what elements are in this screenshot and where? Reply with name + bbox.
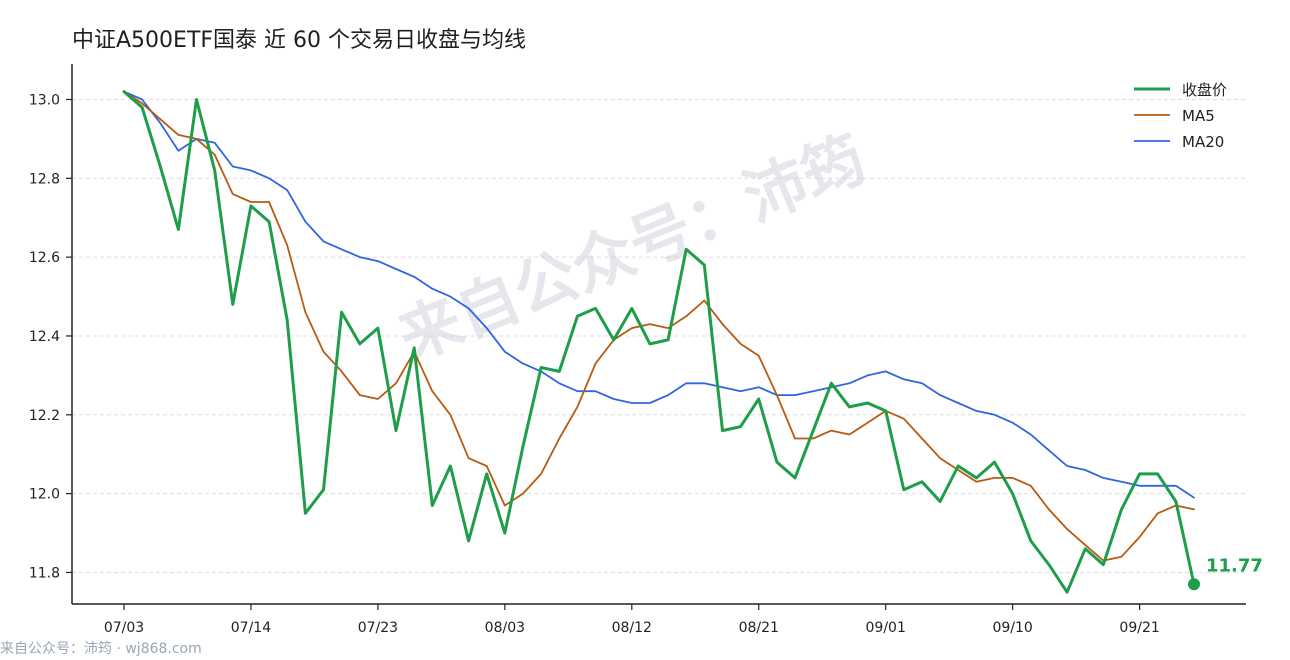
x-tick-label: 07/03 (104, 620, 144, 636)
x-tick-label: 09/21 (1119, 620, 1159, 636)
x-tick-label: 07/14 (231, 620, 271, 636)
y-tick-label: 12.2 (29, 408, 60, 424)
y-tick-label: 12.8 (29, 171, 60, 187)
close-price-line (122, 90, 1196, 594)
ma5-line (123, 90, 1195, 562)
chart-title: 中证A500ETF国泰 近 60 个交易日收盘与均线 (72, 28, 527, 53)
y-tick-label: 12.4 (29, 329, 60, 345)
last-value-label: 11.77 (1206, 555, 1263, 576)
legend-label: 收盘价 (1182, 81, 1227, 99)
legend-label: MA20 (1182, 133, 1224, 151)
last-value-marker (1188, 578, 1200, 591)
y-tick-label: 12.6 (29, 250, 60, 266)
axis-ticks: 11.8 12.0 12.2 12.4 12.6 12.8 13.0 07/03 07/14 07… (29, 92, 1160, 636)
legend-label: MA5 (1182, 107, 1215, 125)
series-lines (122, 90, 1196, 594)
x-tick-label: 09/01 (866, 620, 906, 636)
x-tick-label: 07/23 (358, 620, 398, 636)
x-tick-label: 09/10 (992, 620, 1032, 636)
x-tick-label: 08/03 (485, 620, 525, 636)
legend: 收盘价 MA5 MA20 (1134, 81, 1227, 151)
footer-source: 来自公众号：沛筠 · wj868.com (0, 641, 202, 657)
x-tick-label: 08/12 (612, 620, 652, 636)
x-tick-label: 08/21 (739, 620, 779, 636)
y-tick-label: 12.0 (29, 487, 60, 503)
watermark: 来自公众号：沛筠 (388, 121, 875, 374)
y-tick-label: 13.0 (29, 92, 60, 108)
y-tick-label: 11.8 (29, 565, 60, 581)
ma20-line (123, 90, 1195, 499)
axes (71, 64, 1246, 605)
